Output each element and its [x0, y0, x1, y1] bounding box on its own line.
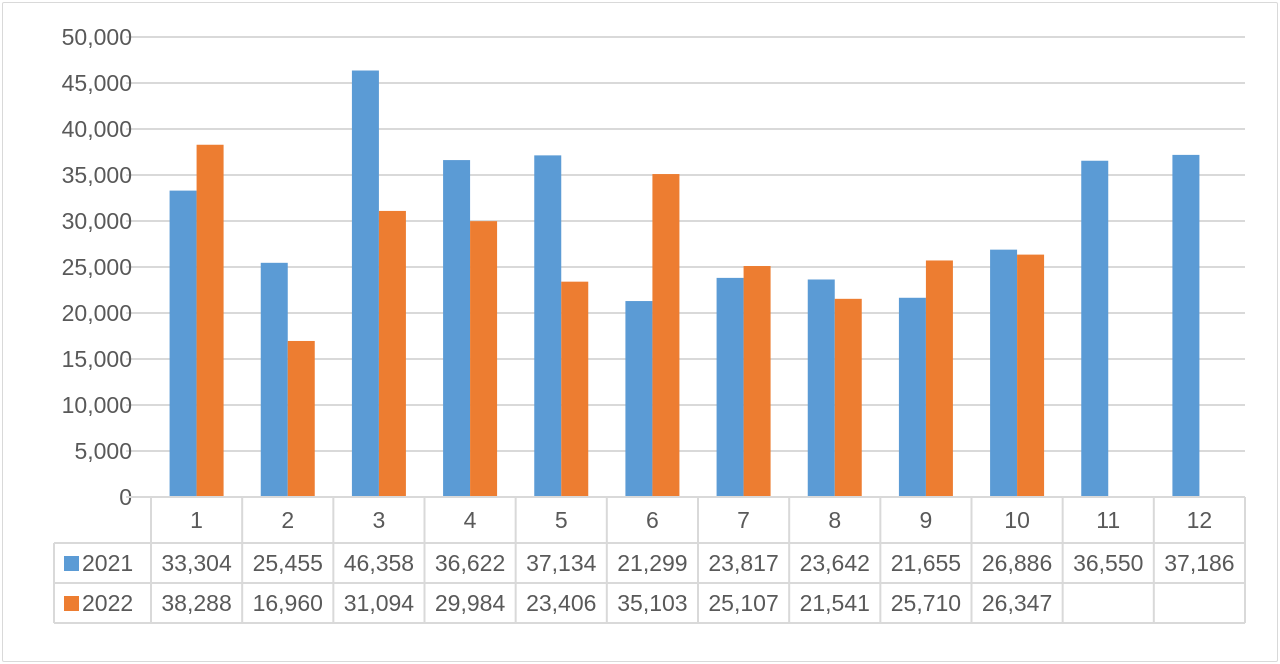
- table-value-2021: 21,655: [891, 550, 961, 576]
- bar-2021-4: [443, 160, 471, 497]
- bar-2022-10: [1017, 254, 1045, 497]
- table-value-2022: 29,984: [435, 590, 506, 616]
- x-tick-label: 2: [281, 507, 294, 533]
- table-value-2021: 26,886: [982, 550, 1052, 576]
- x-tick-label: 8: [828, 507, 841, 533]
- bar-2021-9: [898, 297, 926, 497]
- y-tick-label: 10,000: [62, 392, 132, 418]
- table-value-2021: 46,358: [344, 550, 414, 576]
- table-value-2022: 38,288: [161, 590, 231, 616]
- y-tick-label: 25,000: [62, 254, 132, 280]
- x-tick-label: 11: [1096, 507, 1120, 533]
- y-tick-label: 35,000: [62, 162, 132, 188]
- table-value-2022: 16,960: [253, 590, 323, 616]
- bar-2021-5: [534, 155, 562, 498]
- x-tick-label: 5: [555, 507, 568, 533]
- bar-2021-12: [1172, 154, 1200, 497]
- x-tick-label: 1: [190, 507, 203, 533]
- bar-2022-2: [287, 340, 315, 497]
- y-tick-label: 20,000: [62, 300, 132, 326]
- y-tick-label: 30,000: [62, 208, 132, 234]
- x-tick-label: 6: [646, 507, 659, 533]
- table-value-2021: 23,642: [800, 550, 870, 576]
- legend-key-2022: [64, 596, 79, 611]
- table-value-2022: 21,541: [800, 590, 870, 616]
- bar-2022-9: [925, 260, 953, 497]
- y-tick-label: 5,000: [74, 438, 132, 464]
- bar-2021-6: [625, 301, 653, 497]
- table-value-2021: 36,550: [1073, 550, 1143, 576]
- table-value-2021: 37,134: [526, 550, 597, 576]
- x-tick-label: 3: [373, 507, 386, 533]
- y-tick-label: 0: [119, 484, 132, 510]
- x-tick-label: 10: [1004, 507, 1030, 533]
- x-tick-label: 9: [920, 507, 933, 533]
- legend-key-2021: [64, 556, 79, 571]
- bar-2021-11: [1081, 160, 1109, 498]
- legend-label-2022: 2022: [82, 590, 133, 616]
- bar-2022-8: [834, 298, 862, 497]
- table-value-2022: 26,347: [982, 590, 1052, 616]
- bar-2022-1: [196, 144, 224, 497]
- bar-2021-10: [990, 249, 1018, 497]
- table-value-2022: 35,103: [617, 590, 687, 616]
- y-tick-label: 45,000: [62, 70, 132, 96]
- x-tick-label: 4: [464, 507, 477, 533]
- bar-2021-1: [169, 190, 197, 497]
- table-value-2021: 36,622: [435, 550, 505, 576]
- table-value-2021: 37,186: [1164, 550, 1234, 576]
- bar-2021-7: [716, 277, 744, 497]
- x-tick-label: 7: [737, 507, 750, 533]
- table-value-2022: 25,710: [891, 590, 961, 616]
- table-value-2022: 23,406: [526, 590, 596, 616]
- table-value-2021: 33,304: [161, 550, 232, 576]
- table-value-2021: 25,455: [253, 550, 323, 576]
- bar-2021-3: [351, 70, 379, 497]
- x-tick-label: 12: [1187, 507, 1213, 533]
- table-value-2022: 25,107: [708, 590, 778, 616]
- table-value-2021: 21,299: [617, 550, 687, 576]
- y-tick-label: 40,000: [62, 116, 132, 142]
- bar-2022-3: [378, 210, 406, 498]
- bar-2022-4: [470, 221, 498, 497]
- bar-2022-5: [561, 281, 589, 497]
- table-value-2022: 31,094: [344, 590, 415, 616]
- bar-2022-6: [652, 174, 680, 497]
- bar-2022-7: [743, 266, 771, 497]
- y-tick-label: 15,000: [62, 346, 132, 372]
- legend-label-2021: 2021: [82, 550, 133, 576]
- bar-2021-2: [260, 262, 288, 497]
- bar-2021-8: [807, 279, 835, 497]
- y-tick-label: 50,000: [62, 24, 132, 50]
- table-value-2021: 23,817: [708, 550, 778, 576]
